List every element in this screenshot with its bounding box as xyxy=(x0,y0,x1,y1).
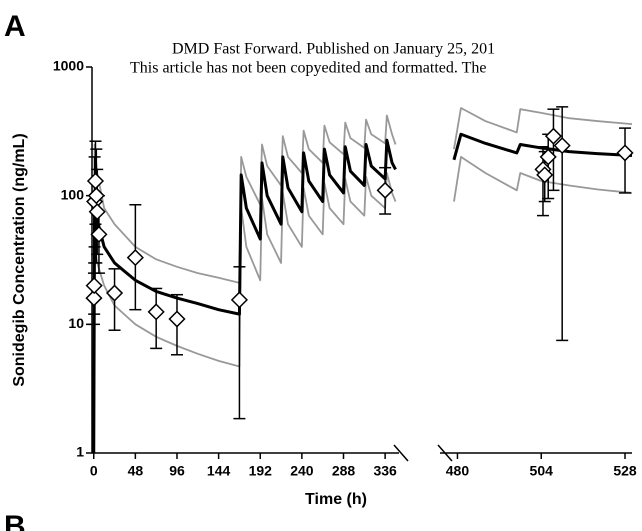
axis-break xyxy=(437,444,453,462)
y-axis-label: Sonidegib Concentration (ng/mL) xyxy=(11,133,28,386)
model-line xyxy=(453,107,633,150)
x-tick-label: 528 xyxy=(613,463,637,479)
x-tick-label: 144 xyxy=(207,463,231,479)
error-bar xyxy=(233,266,246,420)
x-tick-label: 0 xyxy=(90,463,98,479)
observed-point xyxy=(85,277,103,295)
observed-point xyxy=(553,137,571,155)
observed-point xyxy=(376,181,394,199)
x-tick-label: 240 xyxy=(290,463,314,479)
axes xyxy=(91,67,632,462)
observed-point xyxy=(88,203,106,221)
y-tick-label: 1 xyxy=(76,444,84,460)
watermark: DMD Fast Forward. Published on January 2… xyxy=(172,41,495,58)
x-tick-label: 480 xyxy=(446,463,470,479)
model-line xyxy=(452,132,633,161)
x-tick-label: 48 xyxy=(128,463,144,479)
y-tick-label: 10 xyxy=(68,315,84,331)
error-bar xyxy=(547,108,560,192)
model-line xyxy=(92,138,397,454)
watermark: This article has not been copyedited and… xyxy=(130,60,486,77)
observed-point xyxy=(90,225,108,243)
observed-point xyxy=(539,148,557,166)
panel-label: B xyxy=(4,510,26,531)
observed-point xyxy=(147,303,165,321)
x-axis-label: Time (h) xyxy=(305,491,367,508)
model-line xyxy=(92,172,397,454)
observed-point xyxy=(126,249,144,267)
observed-point xyxy=(230,291,248,309)
axis-break xyxy=(393,444,409,462)
y-tick-label: 1000 xyxy=(53,58,84,74)
x-tick-label: 96 xyxy=(169,463,185,479)
observed-point xyxy=(105,284,124,302)
x-tick-label: 504 xyxy=(530,463,554,479)
model-line xyxy=(453,156,633,202)
x-tick-label: 288 xyxy=(332,463,356,479)
y-tick-label: 100 xyxy=(61,186,85,202)
observed-point xyxy=(616,144,634,162)
model-line xyxy=(92,114,397,454)
observed-point xyxy=(87,187,105,205)
observed-point xyxy=(536,166,554,184)
panel-label: A xyxy=(4,10,26,43)
observed-point xyxy=(85,289,103,307)
x-tick-label: 336 xyxy=(373,463,397,479)
observed-point xyxy=(168,310,186,328)
x-tick-label: 192 xyxy=(249,463,273,479)
observed-point xyxy=(544,127,563,145)
